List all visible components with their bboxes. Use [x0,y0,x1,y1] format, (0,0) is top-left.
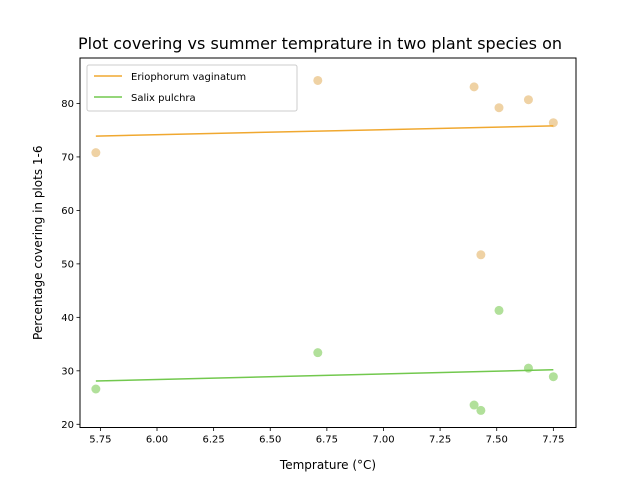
data-point-salix [523,363,533,373]
legend-label-eriophorum: Eriophorum vaginatum [131,72,246,83]
data-point-eriophorum [523,95,533,105]
data-point-salix [313,348,323,358]
data-point-eriophorum [548,118,558,128]
legend: Eriophorum vaginatum Salix pulchra [86,64,298,112]
data-point-eriophorum [469,82,479,92]
y-tick-label: 50 [61,259,74,270]
data-point-salix [548,372,558,382]
x-tick-label: 6.25 [202,435,224,446]
y-tick-label: 40 [61,313,74,324]
trend-line-eriophorum [95,125,554,137]
y-tick-label: 20 [61,420,74,431]
legend-label-salix: Salix pulchra [131,93,196,104]
trend-line-salix [95,368,554,382]
data-point-eriophorum [494,103,504,113]
x-axis-label: Temprature (°C) [279,458,376,472]
data-point-eriophorum [313,75,323,85]
data-point-eriophorum [476,250,486,260]
x-tick-label: 5.75 [89,435,111,446]
y-tick-label: 70 [61,152,74,163]
y-axis: 20 30 40 50 60 70 80 [61,99,80,431]
x-tick-label: 6.75 [316,435,338,446]
data-point-salix [91,384,101,394]
data-point-eriophorum [91,148,101,158]
y-tick-label: 60 [61,206,74,217]
x-tick-label: 7.25 [429,435,451,446]
x-axis: 5.75 6.00 6.25 6.50 6.75 7.00 7.25 7.50 7.75 [89,427,564,446]
x-tick-label: 6.50 [259,435,281,446]
plot-area [91,75,558,415]
data-point-salix [476,405,486,415]
legend-box [86,64,298,112]
chart-title: Plot covering vs summer temprature in tw… [78,34,562,53]
x-tick-label: 6.00 [146,435,168,446]
x-tick-label: 7.00 [372,435,394,446]
data-point-salix [469,400,479,410]
y-tick-label: 30 [61,366,74,377]
data-point-salix [494,305,504,315]
axes-frame [79,57,577,428]
x-tick-label: 7.75 [542,435,564,446]
x-tick-label: 7.50 [486,435,508,446]
y-axis-label: Percentage covering in plots 1-6 [31,146,45,340]
y-tick-label: 80 [61,99,74,110]
